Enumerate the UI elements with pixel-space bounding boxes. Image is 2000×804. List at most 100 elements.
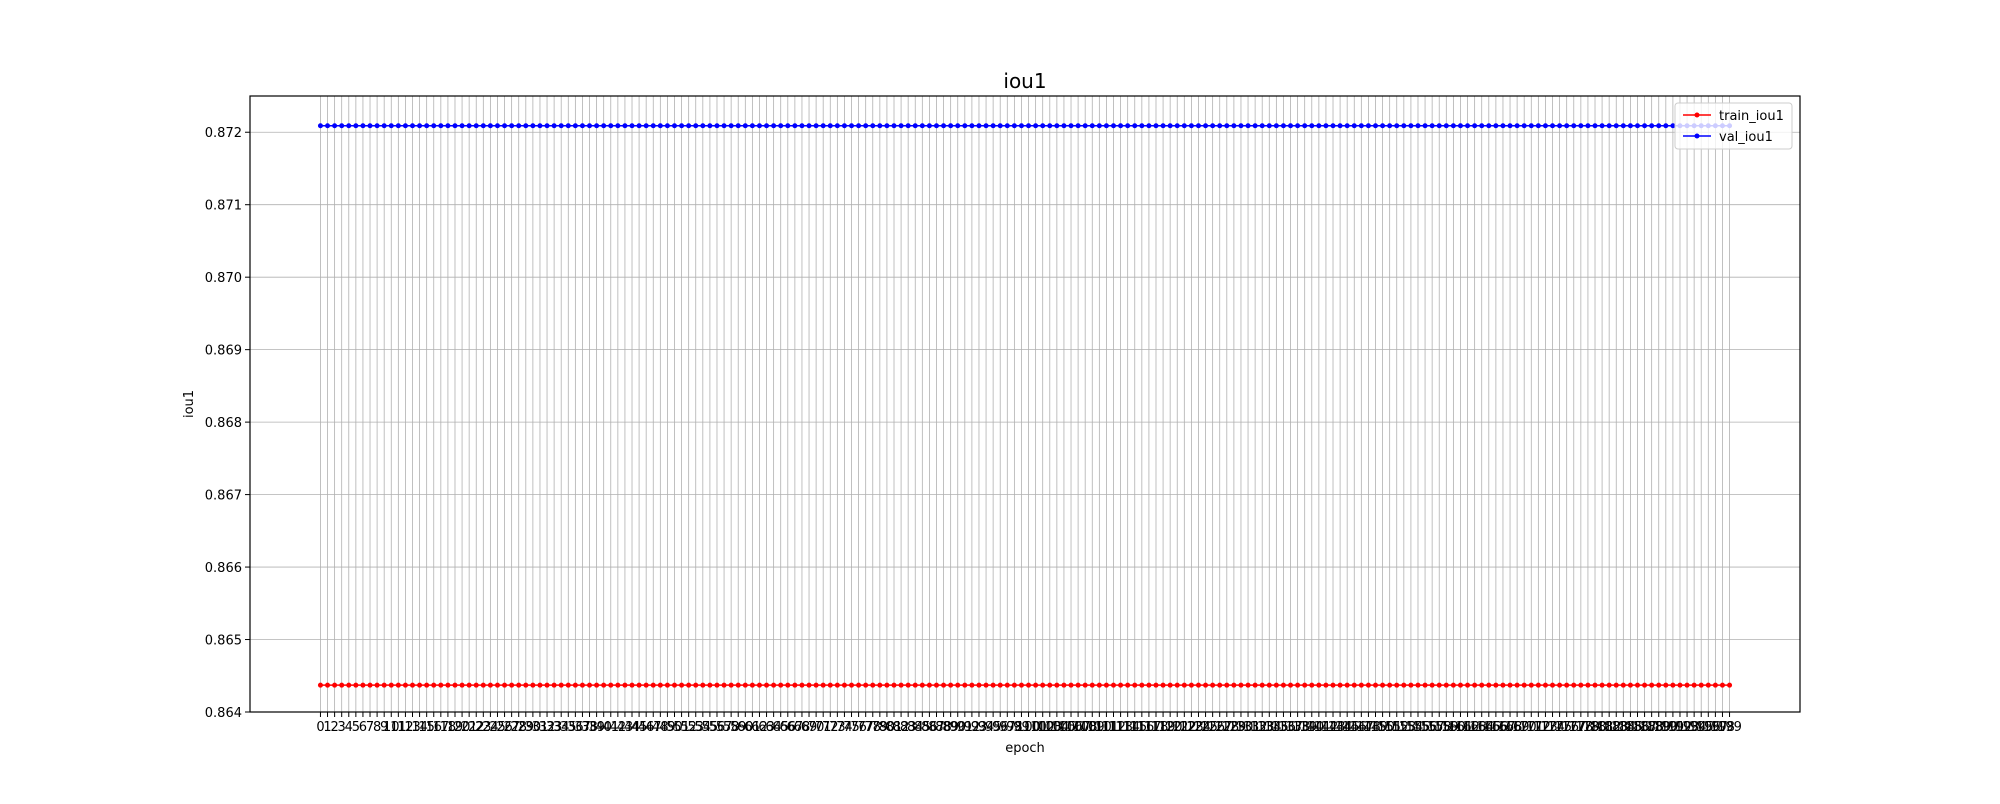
data-point-val	[856, 123, 862, 129]
x-tick-label: 22	[468, 720, 485, 735]
data-point-train	[671, 682, 677, 688]
x-tick-label: 197	[1703, 720, 1728, 735]
data-point-val	[1365, 123, 1371, 129]
data-point-train	[728, 682, 734, 688]
x-tick-label: 30	[525, 720, 542, 735]
x-tick-label: 10	[383, 720, 400, 735]
y-tick-label: 0.866	[205, 561, 242, 576]
x-tick-label: 53	[687, 720, 704, 735]
x-tick-label: 138	[1285, 720, 1310, 735]
data-point-train	[912, 682, 918, 688]
data-point-val	[1351, 123, 1357, 129]
data-point-train	[1026, 682, 1032, 688]
data-point-train	[1656, 682, 1662, 688]
data-point-train	[898, 682, 904, 688]
data-point-val	[657, 123, 663, 129]
x-tick-label: 188	[1639, 720, 1664, 735]
x-tick-label: 116	[1129, 720, 1154, 735]
x-tick-label: 159	[1434, 720, 1459, 735]
x-tick-label: 140	[1299, 720, 1324, 735]
data-point-val	[509, 123, 515, 129]
x-tick-label: 39	[588, 720, 605, 735]
x-tick-label: 105	[1052, 720, 1077, 735]
x-tick-label: 55	[702, 720, 719, 735]
y-tick-label: 0.868	[205, 416, 242, 431]
data-point-train	[1387, 682, 1393, 688]
x-tick-label: 48	[652, 720, 669, 735]
data-point-val	[551, 123, 557, 129]
data-point-val	[1316, 123, 1322, 129]
x-tick-label: 64	[765, 720, 782, 735]
data-point-train	[820, 682, 826, 688]
data-point-val	[1203, 123, 1209, 129]
data-point-train	[1075, 682, 1081, 688]
data-point-train	[693, 682, 699, 688]
x-tick-label: 35	[560, 720, 577, 735]
x-tick-label: 189	[1646, 720, 1671, 735]
data-point-val	[1649, 123, 1655, 129]
data-point-val	[1033, 123, 1039, 129]
x-tick-label: 161	[1448, 720, 1473, 735]
data-point-val	[374, 123, 380, 129]
data-point-train	[1698, 682, 1704, 688]
data-point-train	[317, 682, 323, 688]
data-point-val	[912, 123, 918, 129]
data-point-val	[1054, 123, 1060, 129]
data-point-val	[983, 123, 989, 129]
x-tick-label: 137	[1278, 720, 1303, 735]
legend-marker-val	[1694, 133, 1700, 139]
x-tick-label: 71	[815, 720, 832, 735]
x-tick-label: 199	[1717, 720, 1742, 735]
x-tick-label: 90	[949, 720, 966, 735]
data-point-val	[1606, 123, 1612, 129]
data-point-train	[849, 682, 855, 688]
data-point-val	[1571, 123, 1577, 129]
data-point-train	[565, 682, 571, 688]
data-point-val	[381, 123, 387, 129]
data-point-train	[707, 682, 713, 688]
data-point-val	[792, 123, 798, 129]
data-point-train	[1663, 682, 1669, 688]
x-tick-label: 44	[624, 720, 641, 735]
data-point-train	[1380, 682, 1386, 688]
x-tick-label: 0	[316, 720, 324, 735]
data-point-train	[1351, 682, 1357, 688]
data-point-val	[636, 123, 642, 129]
data-point-val	[1656, 123, 1662, 129]
data-point-val	[466, 123, 472, 129]
data-point-val	[700, 123, 706, 129]
data-point-train	[1634, 682, 1640, 688]
x-tick-label: 20	[454, 720, 471, 735]
x-tick-label: 117	[1137, 720, 1162, 735]
x-tick-label: 160	[1441, 720, 1466, 735]
data-point-train	[756, 682, 762, 688]
data-point-val	[1627, 123, 1633, 129]
data-point-train	[1295, 682, 1301, 688]
data-point-val	[749, 123, 755, 129]
data-point-train	[1585, 682, 1591, 688]
data-point-train	[1011, 682, 1017, 688]
data-point-train	[721, 682, 727, 688]
data-point-train	[1047, 682, 1053, 688]
data-point-train	[417, 682, 423, 688]
data-point-train	[572, 682, 578, 688]
data-point-train	[466, 682, 472, 688]
x-tick-label: 131	[1236, 720, 1261, 735]
data-point-val	[1040, 123, 1046, 129]
data-point-train	[1564, 682, 1570, 688]
data-point-val	[686, 123, 692, 129]
x-tick-label: 74	[836, 720, 853, 735]
x-tick-label: 156	[1413, 720, 1438, 735]
data-point-val	[1592, 123, 1598, 129]
data-point-val	[1259, 123, 1265, 129]
data-point-val	[410, 123, 416, 129]
data-point-val	[395, 123, 401, 129]
data-point-train	[863, 682, 869, 688]
data-point-val	[353, 123, 359, 129]
data-point-val	[1167, 123, 1173, 129]
x-tick-label: 84	[907, 720, 924, 735]
x-tick-label: 37	[574, 720, 591, 735]
x-tick-label: 68	[794, 720, 811, 735]
data-point-val	[1564, 123, 1570, 129]
